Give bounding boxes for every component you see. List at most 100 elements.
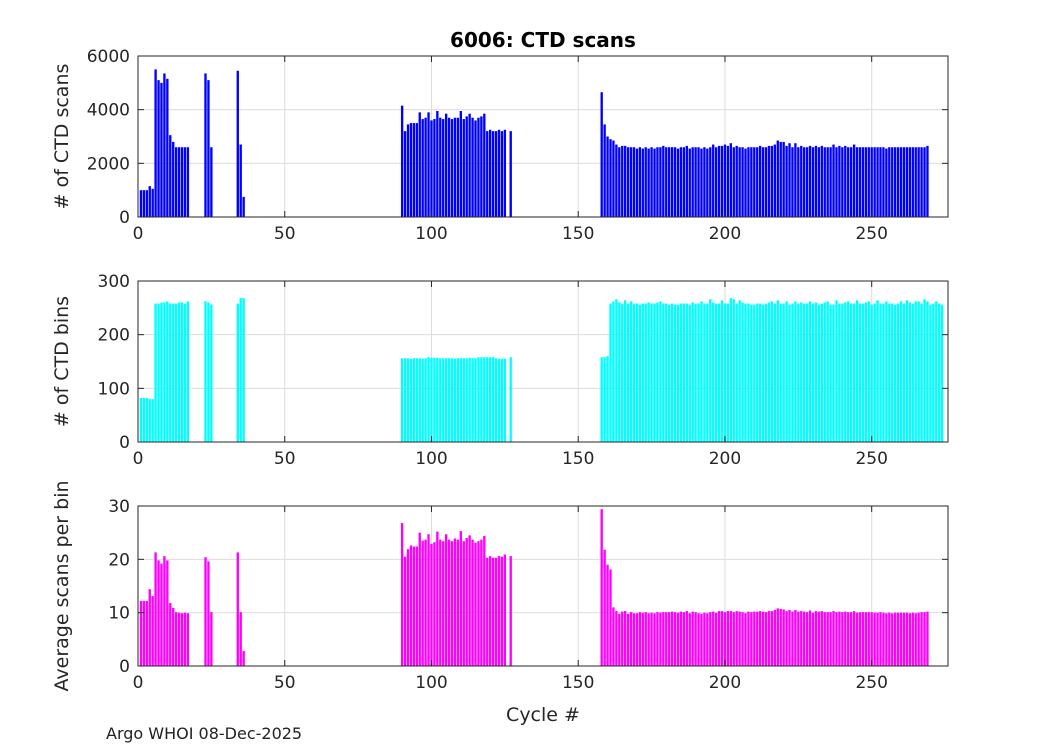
bar [679,147,683,217]
bar [483,113,486,217]
bar [817,147,821,217]
bar [800,611,803,666]
bar [139,190,143,217]
bar [491,131,495,217]
bar [489,129,492,217]
bar [800,145,803,217]
bar [665,303,668,442]
bar [489,556,492,666]
bar [459,531,462,666]
bar [480,116,483,218]
bar [676,612,680,666]
bar [891,147,894,217]
bar [412,358,416,442]
bar [418,358,421,442]
bar [849,147,853,217]
bar [709,299,712,442]
bar [841,147,844,217]
y-tick-label: 20 [108,550,130,570]
bar [896,612,900,666]
bar [668,612,671,666]
bar [145,397,148,442]
bar [808,145,812,217]
bar [453,538,457,666]
bar [761,147,765,217]
bar [160,302,163,442]
bar [456,539,460,666]
bar [650,303,653,442]
bar [406,124,410,217]
bar [439,358,442,442]
y-tick-label: 0 [119,433,130,453]
bar [750,304,753,442]
bar [468,535,471,666]
bar [665,612,668,666]
bar [858,612,862,666]
bar [855,147,859,217]
bar [873,612,876,666]
bar [659,147,662,217]
bar [805,303,809,442]
bar [480,539,483,666]
bar [767,145,771,217]
bar [403,131,407,217]
bar [409,123,413,217]
bar [612,607,615,666]
bar [603,124,606,217]
bar [917,147,920,217]
bar [474,120,477,217]
bar [163,302,166,442]
bar [864,147,867,217]
bar [207,80,210,218]
bar [154,303,157,442]
bar [600,357,603,442]
bar [491,557,495,666]
bar [879,147,882,217]
bar [814,611,818,666]
bar [603,549,606,666]
bar [477,117,480,217]
bar [403,358,407,442]
bar [163,556,166,666]
bar [632,613,636,666]
bar [870,304,873,442]
bar [826,147,829,217]
bar [938,303,941,442]
bar [659,612,662,666]
y-tick-label: 4000 [87,101,130,121]
bar [644,612,647,666]
bar [489,357,492,442]
bar [632,303,636,442]
bar [635,613,639,666]
bar [444,534,448,666]
bar [694,147,697,217]
bar [503,358,507,442]
y-axis-label: Average scans per bin [51,480,73,691]
bar [169,303,172,442]
bar [782,609,785,666]
bar [685,145,688,217]
bar [676,148,680,217]
bar [714,303,718,442]
x-tick-label: 200 [709,224,741,244]
bar [418,112,421,217]
bar [753,611,756,666]
bar [917,612,920,666]
bar [688,304,691,442]
bar [612,301,615,442]
bar [471,358,474,442]
bar [650,612,653,666]
bar [858,303,862,442]
x-tick-label: 200 [709,449,741,469]
bar [685,303,688,442]
bar [841,303,844,442]
bar [436,531,439,666]
bar [717,611,721,666]
bar [163,73,166,217]
bar [662,145,665,217]
bar [148,186,151,217]
bar [741,302,744,442]
bar [629,147,633,217]
bar [882,303,885,442]
bar [764,303,768,442]
